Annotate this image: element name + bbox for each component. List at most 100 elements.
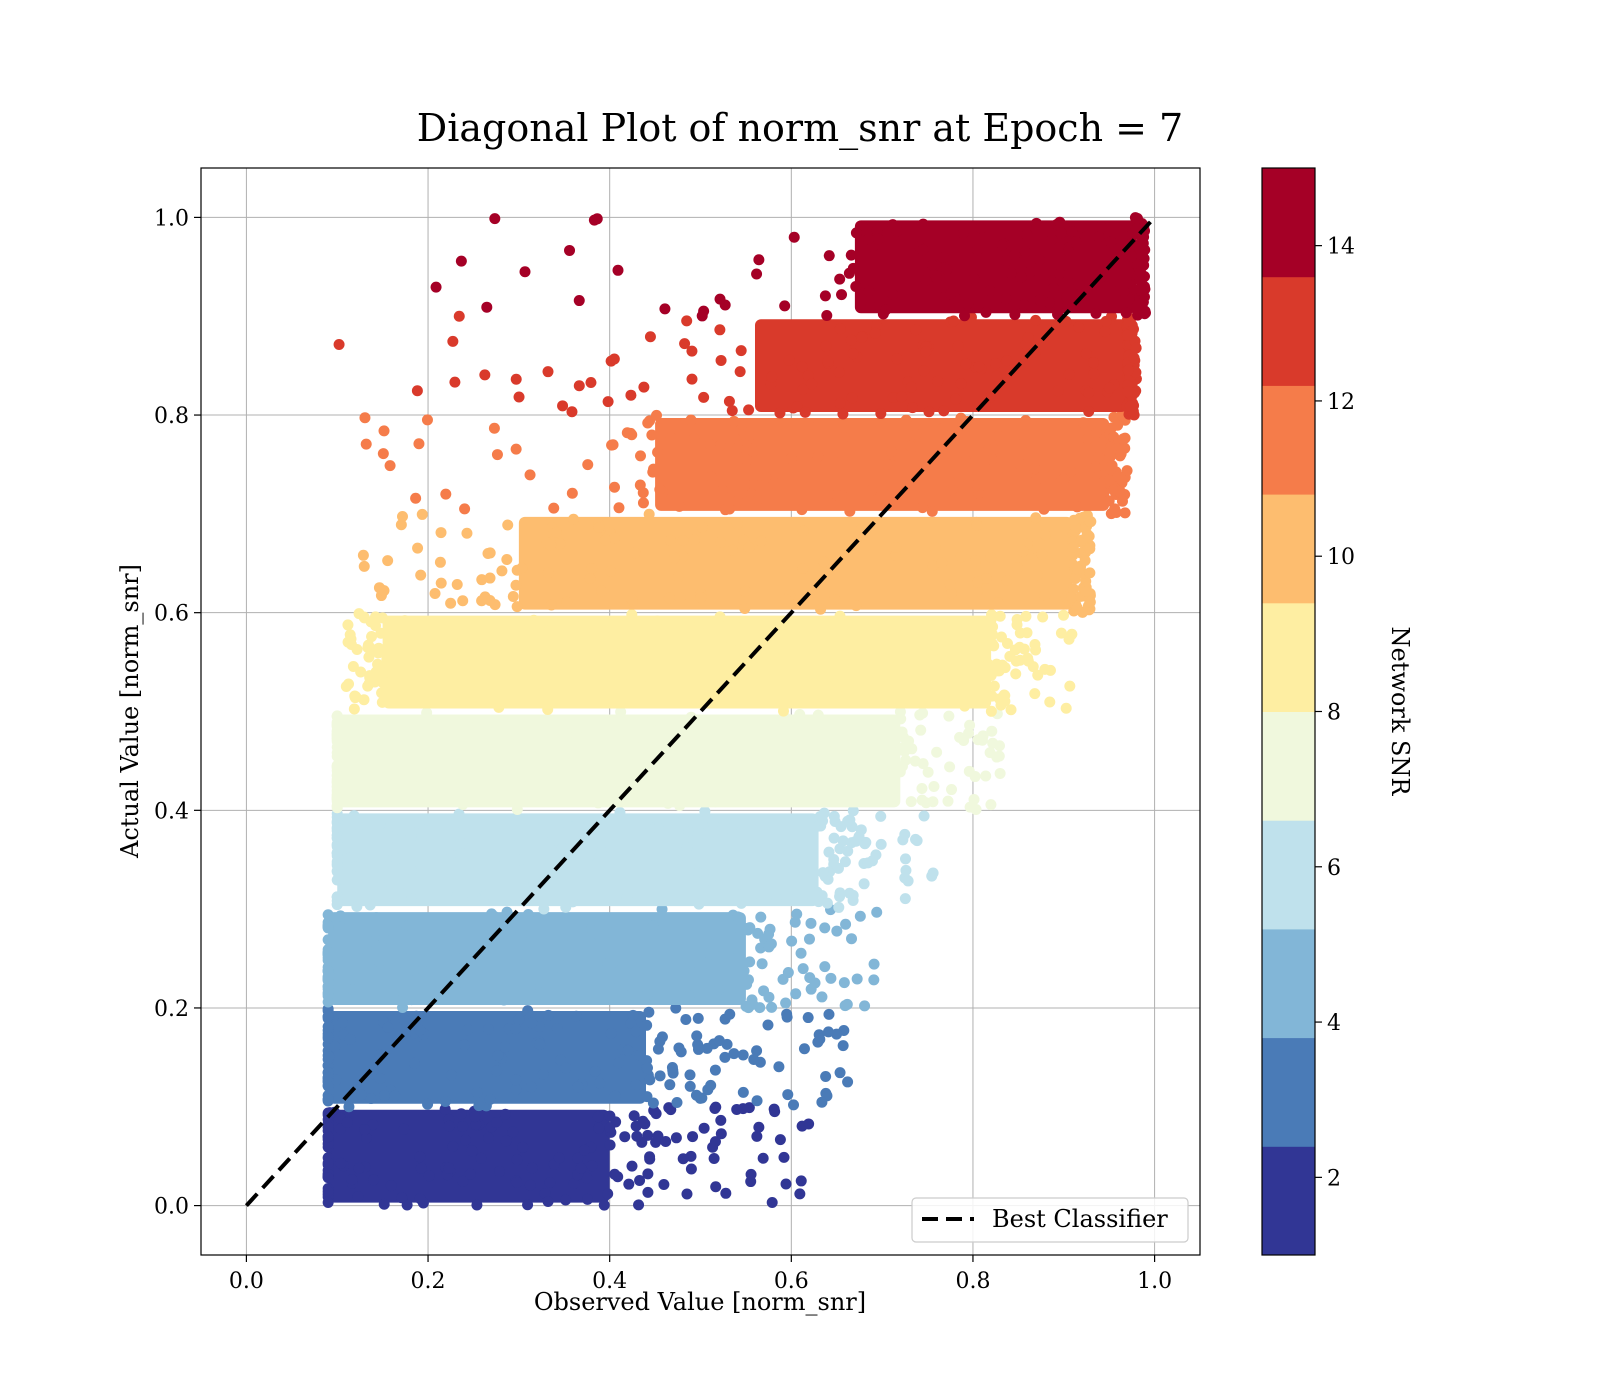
scatter-point <box>526 1162 538 1174</box>
scatter-point <box>651 615 663 627</box>
scatter-point <box>1043 297 1055 309</box>
scatter-point <box>870 722 882 734</box>
scatter-point <box>471 1086 483 1098</box>
scatter-point <box>1063 368 1075 380</box>
scatter-point <box>790 988 802 1000</box>
scatter-point <box>695 827 707 839</box>
scatter-point <box>705 1079 717 1091</box>
scatter-point <box>994 610 1006 622</box>
scatter-point <box>491 449 503 461</box>
best-classifier-line <box>244 216 1157 1207</box>
scatter-point <box>331 747 343 759</box>
scatter-point <box>1009 249 1021 261</box>
scatter-point <box>390 985 402 997</box>
scatter-point <box>609 1090 621 1102</box>
scatter-point <box>381 653 393 665</box>
scatter-point <box>644 1151 656 1163</box>
scatter-point <box>658 1179 670 1191</box>
scatter-point <box>678 849 690 861</box>
scatter-point <box>582 459 594 471</box>
scatter-point <box>449 945 461 957</box>
scatter-point <box>728 1048 740 1060</box>
scatter-point <box>609 532 621 544</box>
scatter-point <box>915 724 927 736</box>
scatter-point <box>875 810 887 822</box>
scatter-point <box>1122 364 1134 376</box>
scatter-point <box>886 445 898 457</box>
scatter-point <box>422 814 434 826</box>
scatter-point <box>646 662 658 674</box>
scatter-point <box>334 921 346 933</box>
scatter-point <box>585 676 597 688</box>
scatter-point <box>556 842 568 854</box>
scatter-point <box>671 993 683 1005</box>
scatter-point <box>418 657 430 669</box>
scatter-point <box>424 760 436 772</box>
scatter-point <box>850 280 862 292</box>
scatter-point <box>999 662 1011 674</box>
scatter-point <box>1128 352 1140 364</box>
scatter-point <box>823 250 835 262</box>
scatter-point <box>1104 382 1116 394</box>
scatter-point <box>846 392 858 404</box>
scatter-point <box>790 892 802 904</box>
scatter-point <box>398 1013 410 1025</box>
scatter-point <box>360 943 372 955</box>
scatter-point <box>958 734 970 746</box>
scatter-point <box>423 1170 435 1182</box>
scatter-point <box>508 829 520 841</box>
scatter-point <box>1030 314 1042 326</box>
scatter-point <box>507 1126 519 1138</box>
scatter-point <box>831 681 843 693</box>
scatter-point <box>1068 583 1080 595</box>
scatter-point <box>378 1198 390 1210</box>
scatter-point <box>737 1049 749 1061</box>
scatter-point <box>365 1092 377 1104</box>
scatter-point <box>573 380 585 392</box>
y-tick-label: 0.2 <box>154 997 189 1022</box>
scatter-point <box>1036 548 1048 560</box>
scatter-point <box>604 1122 616 1134</box>
scatter-point <box>729 432 741 444</box>
scatter-point <box>644 331 656 343</box>
scatter-point <box>711 778 723 790</box>
scatter-point <box>897 731 909 743</box>
scatter-point <box>412 645 424 657</box>
scatter-point <box>608 353 620 365</box>
scatter-point <box>469 1111 481 1123</box>
scatter-point <box>741 454 753 466</box>
scatter-point <box>1000 293 1012 305</box>
scatter-point <box>453 808 465 820</box>
scatter-point <box>832 690 844 702</box>
scatter-point <box>492 1050 504 1062</box>
scatter-point <box>323 970 335 982</box>
scatter-point <box>797 963 809 975</box>
scatter-point <box>322 1121 334 1133</box>
scatter-point <box>829 593 841 605</box>
scatter-point <box>592 1111 604 1123</box>
scatter-point <box>840 918 852 930</box>
scatter-point <box>581 1172 593 1184</box>
scatter-point <box>646 715 658 727</box>
scatter-point <box>501 554 513 566</box>
scatter-point <box>751 1045 763 1057</box>
scatter-point <box>484 572 496 584</box>
scatter-point <box>842 1076 854 1088</box>
scatter-point <box>817 867 829 879</box>
scatter-point <box>975 222 987 234</box>
scatter-point <box>1005 267 1017 279</box>
scatter-point <box>482 1023 494 1035</box>
scatter-point <box>804 972 816 984</box>
scatter-point <box>926 259 938 271</box>
scatter-point <box>916 783 928 795</box>
scatter-point <box>902 875 914 887</box>
scatter-point <box>1082 433 1094 445</box>
scatter-point <box>447 1140 459 1152</box>
scatter-point <box>751 1095 763 1107</box>
scatter-point <box>936 557 948 569</box>
scatter-point <box>623 990 635 1002</box>
scatter-point <box>812 450 824 462</box>
scatter-point <box>1121 465 1133 477</box>
scatter-point <box>421 414 433 426</box>
scatter-point <box>854 910 866 922</box>
